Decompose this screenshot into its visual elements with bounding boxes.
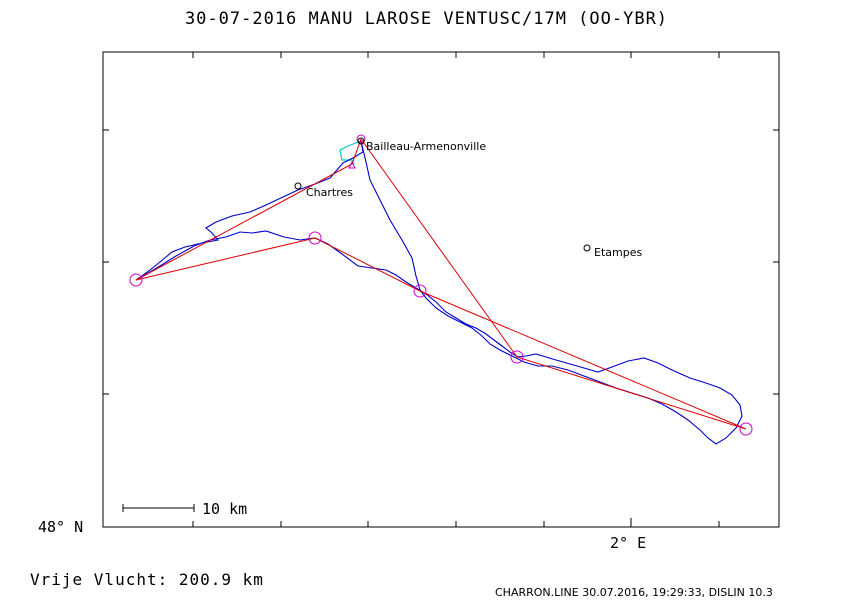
start-leg bbox=[339, 140, 362, 165]
turnpoint-marker bbox=[308, 231, 322, 245]
scale-bar-label: 10 km bbox=[202, 500, 247, 518]
flight-track bbox=[135, 140, 743, 445]
left-ticks bbox=[103, 129, 109, 528]
turnpoints bbox=[129, 134, 753, 436]
turnpoint-marker bbox=[413, 284, 427, 298]
place-label: Bailleau-Armenonville bbox=[366, 140, 486, 153]
map-frame bbox=[102, 51, 780, 528]
turnpoint-marker bbox=[739, 422, 753, 436]
start-marker bbox=[348, 160, 356, 169]
credits-line: CHARRON.LINE 30.07.2016, 19:29:33, DISLI… bbox=[495, 586, 773, 599]
free-flight-distance: Vrije Vlucht: 200.9 km bbox=[30, 570, 264, 589]
task-legs bbox=[135, 138, 747, 430]
latitude-label: 48° N bbox=[38, 518, 83, 536]
chart-title: 30-07-2016 MANU LAROSE VENTUSC/17M (OO-Y… bbox=[184, 9, 669, 29]
place-label: Etampes bbox=[594, 246, 642, 259]
place-marker bbox=[583, 244, 591, 252]
turnpoint-marker bbox=[356, 134, 366, 144]
top-ticks bbox=[192, 52, 720, 58]
place-marker bbox=[294, 182, 302, 190]
place-marker bbox=[357, 137, 365, 145]
turnpoint-marker bbox=[129, 273, 143, 287]
turnpoint-marker bbox=[510, 350, 524, 364]
place-label: Chartres bbox=[306, 186, 353, 199]
bottom-ticks bbox=[192, 518, 720, 527]
longitude-label: 2° E bbox=[610, 534, 646, 552]
right-ticks bbox=[773, 129, 779, 395]
scale-bar bbox=[122, 504, 195, 512]
